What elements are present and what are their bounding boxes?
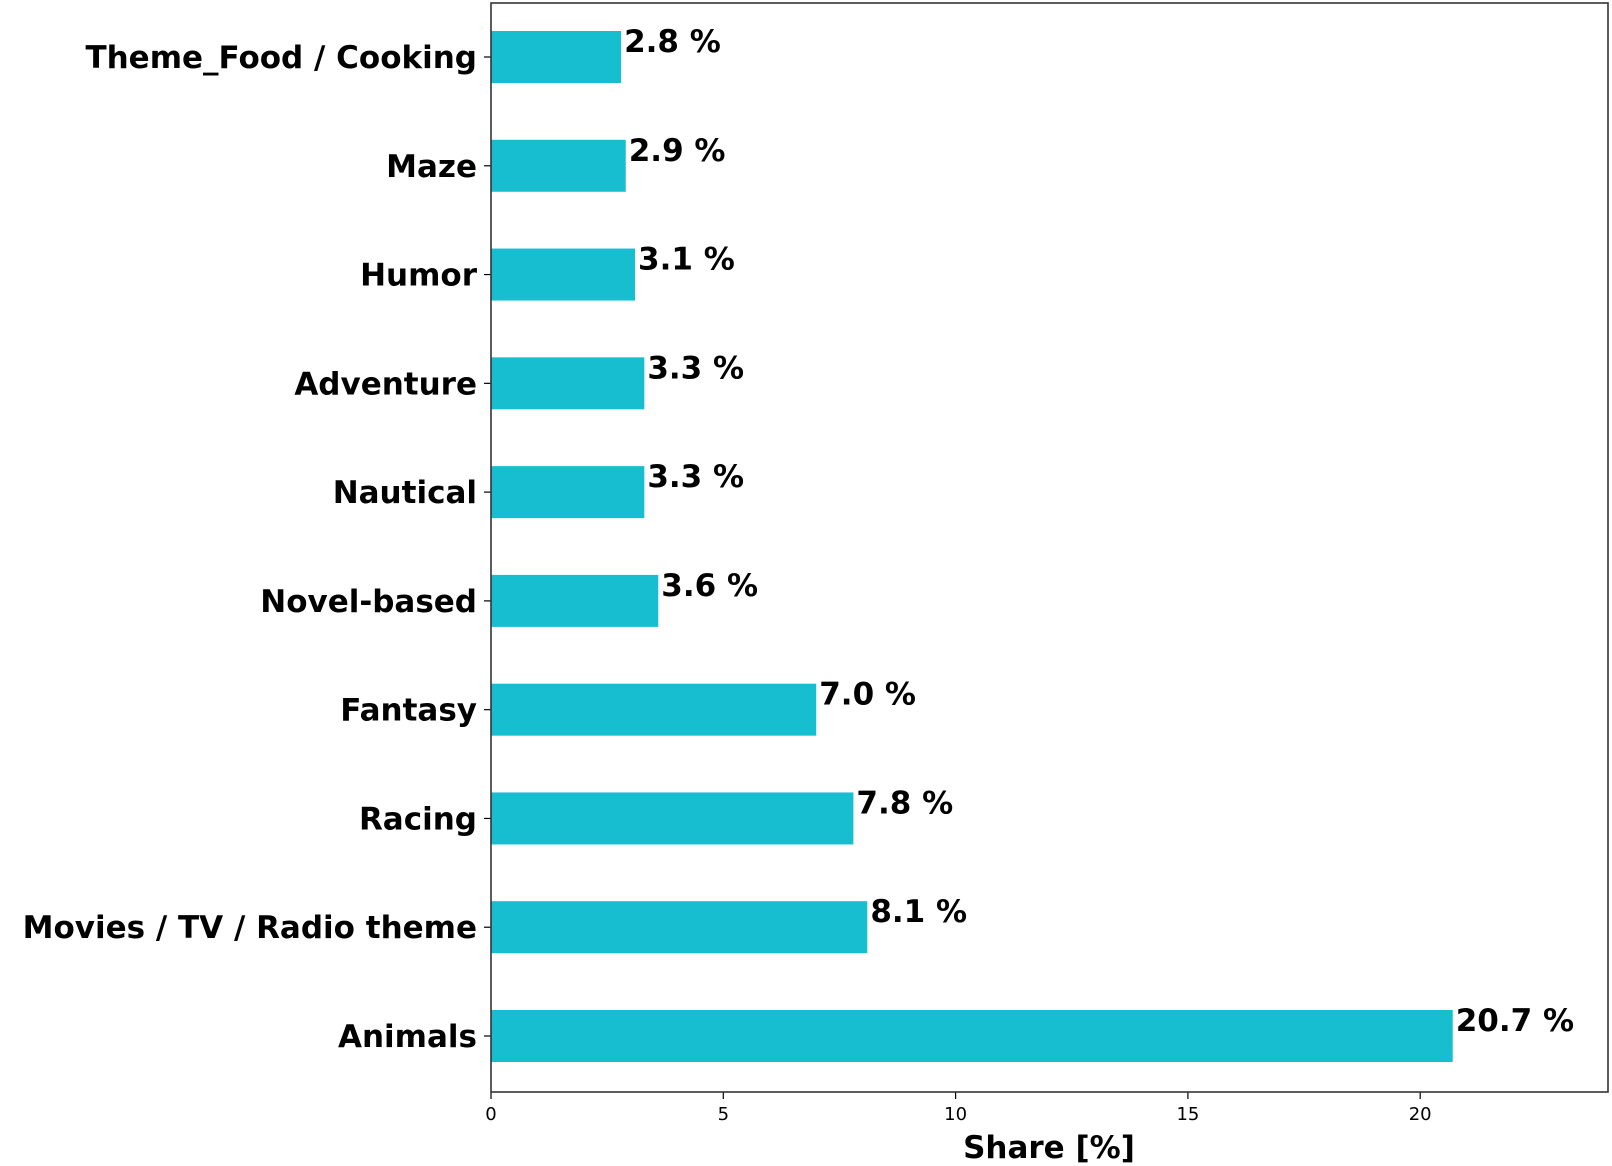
y-tick-label-theme-food-cooking: Theme_Food / Cooking (85, 40, 477, 76)
y-tick-label-movies-tv-radio-theme: Movies / TV / Radio theme (23, 910, 477, 946)
data-label-humor: 3.1 % (638, 242, 735, 278)
bar-maze (491, 139, 626, 192)
data-label-maze: 2.9 % (629, 133, 726, 169)
data-label-fantasy: 7.0 % (819, 677, 916, 713)
x-tick-label: 10 (944, 1104, 967, 1125)
data-label-novel-based: 3.6 % (661, 568, 758, 604)
x-tick-label: 5 (718, 1104, 729, 1125)
x-tick-label: 15 (1176, 1104, 1199, 1125)
data-label-animals: 20.7 % (1456, 1003, 1574, 1039)
x-axis-ticks: 0 5 10 15 20 (484, 56, 1432, 1125)
bar-humor (491, 248, 636, 301)
data-label-adventure: 3.3 % (647, 350, 744, 386)
y-tick-label-nautical: Nautical (333, 475, 477, 511)
data-label-racing: 7.8 % (856, 785, 953, 821)
y-tick-label-racing: Racing (359, 801, 477, 837)
bar-fantasy (491, 683, 817, 736)
labels-layer: Animals 20.7 % Movies / TV / Radio theme 8.… (23, 24, 1574, 1055)
y-tick-label-novel-based: Novel-based (260, 584, 477, 620)
y-tick-label-fantasy: Fantasy (340, 693, 477, 729)
y-tick-label-humor: Humor (360, 258, 478, 294)
bar-theme-food-cooking (491, 31, 622, 83)
plot-frame (490, 2, 1609, 1093)
bar-racing (491, 792, 854, 845)
data-label-nautical: 3.3 % (647, 459, 744, 495)
bars-layer (491, 31, 1453, 1062)
y-tick-label-maze: Maze (386, 149, 477, 185)
data-label-theme-food-cooking: 2.8 % (624, 24, 721, 60)
y-tick-label-animals: Animals (338, 1019, 477, 1055)
x-tick-label: 20 (1409, 1104, 1432, 1125)
x-tick-label: 0 (485, 1104, 496, 1125)
bar-movies-tv-radio-theme (491, 901, 868, 954)
bar-animals (491, 1010, 1453, 1062)
bar-novel-based (491, 574, 659, 627)
bar-adventure (491, 357, 645, 410)
x-axis-title: Share [%] (963, 1130, 1135, 1166)
y-tick-label-adventure: Adventure (294, 366, 477, 402)
data-label-movies-tv-radio-theme: 8.1 % (870, 894, 967, 930)
bar-nautical (491, 466, 645, 519)
